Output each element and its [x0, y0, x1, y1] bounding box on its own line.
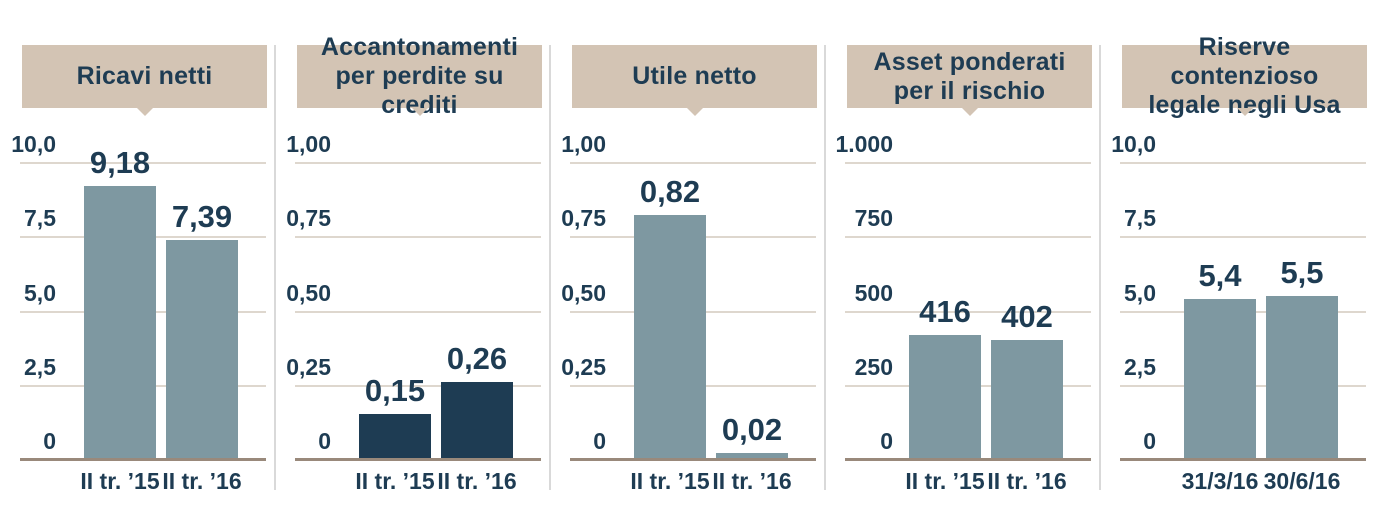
y-tick-label: 0,50 — [561, 279, 606, 306]
panel-separator — [824, 45, 826, 490]
y-tick-label: 0,25 — [286, 353, 331, 380]
bar-value-label: 5,5 — [1280, 254, 1324, 290]
y-tick-label: 0,75 — [561, 205, 606, 232]
bar — [909, 335, 981, 459]
panel-separator — [549, 45, 551, 490]
chart-title: Utile netto — [632, 62, 757, 90]
baseline — [570, 458, 816, 461]
chart-title: Ricavi netti — [76, 62, 213, 90]
y-tick-label: 0 — [1143, 428, 1156, 454]
y-tick-label: 2,5 — [1124, 353, 1156, 380]
y-tick-label: 0 — [593, 428, 606, 454]
bar — [1184, 298, 1256, 459]
gridline — [845, 162, 1091, 164]
bar-value-label: 0,15 — [364, 373, 426, 409]
x-axis-label: II tr. ’15 — [80, 468, 160, 494]
chart-panel-riserve-contenzioso: Riserve contenzioso legale negli Usa 10,… — [1100, 0, 1375, 507]
y-tick-label: 10,0 — [1111, 131, 1156, 157]
y-tick-label: 1.000 — [835, 131, 893, 157]
chart-plot-area: 1,00 0,75 0,50 0,25 0 0,82 II tr. ’15 0,02 II tr… — [550, 131, 825, 494]
bar-value-label: 402 — [1001, 298, 1053, 334]
chart-panel-accantonamenti: Accantonamenti per perdite su crediti 1,… — [275, 0, 550, 507]
chart-title-banner: Riserve contenzioso legale negli Usa — [1122, 33, 1367, 119]
y-tick-label: 750 — [854, 205, 893, 232]
bar — [166, 239, 238, 459]
x-axis-label: II tr. ’16 — [987, 468, 1067, 494]
y-tick-label: 7,5 — [24, 205, 56, 232]
x-axis-label: II tr. ’15 — [905, 468, 985, 494]
panel-separator — [274, 45, 276, 490]
chart-title: Asset ponderati per il rischio — [873, 47, 1066, 105]
y-tick-label: 0,50 — [286, 279, 331, 306]
bar — [1266, 295, 1338, 459]
chart-plot-area: 1,00 0,75 0,50 0,25 0 0,15 II tr. ’15 0,26 II tr… — [275, 131, 550, 494]
chart-plot-area: 10,0 7,5 5,0 2,5 0 5,4 31/3/16 5,5 30/6/16 — [1100, 131, 1375, 494]
chart-panel-utile-netto: Utile netto 1,00 0,75 0,50 0,25 0 0,82 II tr. … — [550, 0, 825, 507]
bar-value-label: 0,02 — [721, 412, 783, 448]
bar — [441, 381, 513, 459]
y-tick-label: 7,5 — [1124, 205, 1156, 232]
gridline — [295, 310, 541, 313]
panel-separator — [1099, 45, 1101, 490]
bar — [716, 453, 788, 459]
y-tick-label: 5,0 — [1124, 279, 1156, 306]
y-tick-label: 500 — [854, 279, 893, 306]
bar — [634, 215, 706, 459]
y-tick-label: 250 — [854, 353, 893, 380]
gridline — [295, 236, 541, 239]
y-tick-label: 0 — [318, 428, 331, 454]
bar-value-label: 7,39 — [171, 198, 233, 234]
bar — [84, 186, 156, 459]
baseline — [20, 458, 266, 461]
y-tick-label: 1,00 — [286, 131, 331, 157]
chart-panel-ricavi-netti: Ricavi netti 10,0 7,5 5,0 2,5 0 9,18 II tr. ’1… — [0, 0, 275, 507]
x-axis-label: 30/6/16 — [1263, 468, 1341, 494]
x-axis-label: II tr. ’15 — [355, 468, 435, 494]
y-tick-label: 2,5 — [24, 353, 56, 380]
chart-title: Riserve contenzioso legale negli Usa — [1148, 33, 1341, 119]
chart-panel-asset-ponderati: Asset ponderati per il rischio 1.000 750 5… — [825, 0, 1100, 507]
chart-title-banner: Ricavi netti — [22, 45, 267, 108]
chart-title-banner: Accantonamenti per perdite su crediti — [297, 33, 542, 119]
gridline — [845, 310, 1091, 313]
y-tick-label: 0 — [43, 428, 56, 454]
y-tick-label: 0,75 — [286, 205, 331, 232]
x-axis-label: II tr. ’16 — [162, 468, 242, 494]
bar-value-label: 9,18 — [89, 145, 151, 181]
chart-title-banner: Utile netto — [572, 45, 817, 108]
x-axis-label: 31/3/16 — [1181, 468, 1259, 494]
gridline — [1120, 162, 1366, 164]
y-tick-label: 10,0 — [11, 131, 56, 157]
baseline — [295, 458, 541, 461]
x-axis-label: II tr. ’15 — [630, 468, 710, 494]
baseline — [845, 458, 1091, 461]
y-tick-label: 0 — [880, 428, 893, 454]
baseline — [1120, 458, 1366, 461]
chart-title-banner: Asset ponderati per il rischio — [847, 45, 1092, 108]
y-tick-label: 1,00 — [561, 131, 606, 157]
gridline — [20, 162, 266, 164]
bar — [359, 414, 431, 459]
y-tick-label: 5,0 — [24, 279, 56, 306]
gridline — [1120, 236, 1366, 239]
x-axis-label: II tr. ’16 — [437, 468, 517, 494]
bar-value-label: 0,82 — [639, 174, 701, 210]
chart-plot-area: 1.000 750 500 250 0 416 II tr. ’15 402 II tr. ’1… — [825, 131, 1100, 494]
gridline — [845, 236, 1091, 239]
chart-plot-area: 10,0 7,5 5,0 2,5 0 9,18 II tr. ’15 7,39 II tr. ’… — [0, 131, 275, 494]
gridline — [295, 162, 541, 164]
bar-value-label: 0,26 — [446, 340, 508, 376]
x-axis-label: II tr. ’16 — [712, 468, 792, 494]
bar-value-label: 416 — [919, 294, 971, 330]
bar — [991, 339, 1063, 459]
chart-title: Accantonamenti per perdite su crediti — [320, 33, 519, 119]
y-tick-label: 0,25 — [561, 353, 606, 380]
gridline — [570, 162, 816, 164]
bar-value-label: 5,4 — [1198, 257, 1242, 293]
gridline — [295, 384, 541, 387]
